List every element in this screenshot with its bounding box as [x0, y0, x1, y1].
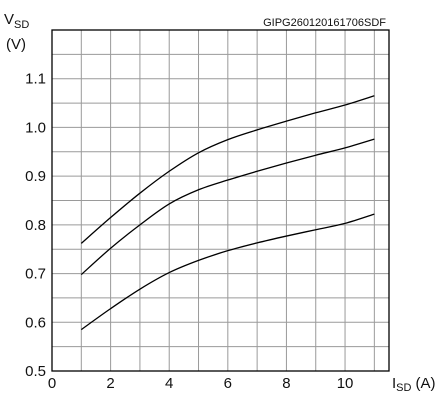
series-line-2: [80, 138, 375, 276]
x-tick-label: 0: [48, 375, 56, 392]
x-axis-unit: (A): [415, 375, 435, 392]
figure-code: GIPG260120161706SDF: [263, 17, 386, 29]
x-axis-subscript: SD: [396, 382, 411, 394]
x-tick-label: 10: [337, 375, 354, 392]
series-line-3: [80, 213, 375, 331]
grid: [52, 30, 389, 371]
y-tick-label: 0.7: [25, 266, 46, 283]
x-tick-label: 4: [165, 375, 173, 392]
x-axis-title: ISD (A): [392, 375, 435, 394]
y-tick-label: 0.9: [25, 168, 46, 185]
y-tick-label: 1.0: [25, 119, 46, 136]
y-tick-label: 0.5: [25, 363, 46, 380]
y-axis-subscript: SD: [14, 19, 29, 31]
y-tick-label: 0.8: [25, 217, 46, 234]
series-line-1: [80, 95, 375, 244]
curves: [80, 95, 375, 331]
x-tick-label: 2: [106, 375, 114, 392]
y-tick-label: 1.1: [25, 71, 46, 88]
x-tick-label: 6: [224, 375, 232, 392]
y-tick-labels: 0.5 0.6 0.7 0.8 0.9 1.0 1.1: [25, 71, 46, 380]
x-axis-symbol: I: [392, 375, 396, 392]
x-tick-labels: 0 2 4 6 8 10: [48, 375, 354, 392]
y-axis-title: VSD: [4, 11, 29, 31]
plot-frame: [51, 29, 390, 372]
y-axis-unit: (V): [6, 36, 26, 53]
y-axis-symbol: V: [4, 11, 14, 28]
y-tick-label: 0.6: [25, 314, 46, 331]
x-tick-label: 8: [282, 375, 290, 392]
